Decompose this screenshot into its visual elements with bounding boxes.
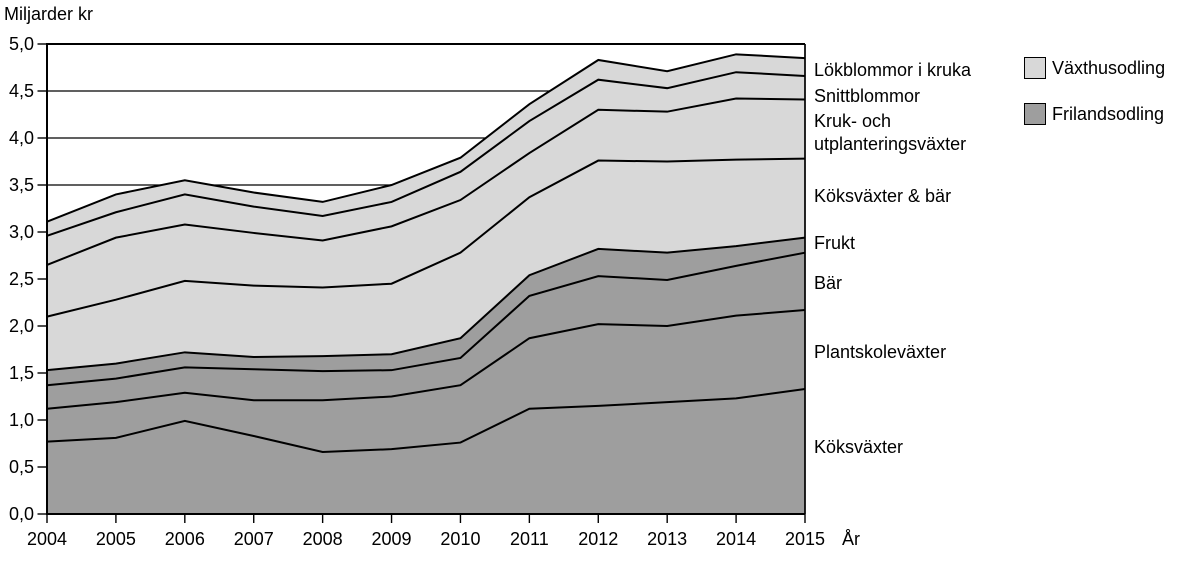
boundary-b-r [46, 251, 806, 387]
y-tick-label: 3,0 [8, 222, 34, 242]
legend-swatch-v-xthusodling [1024, 57, 1046, 79]
y-tick-label: 4,0 [8, 128, 34, 148]
band-label-l-kblommor-i-kruka: Lökblommor i kruka [814, 59, 971, 83]
boundary-frukt [46, 236, 806, 372]
band-label-line: Köksväxter & bär [814, 186, 952, 207]
boundary-kruk-och-utplanteringsv-xter [46, 97, 806, 266]
x-tick-label: 2007 [233, 529, 274, 549]
y-tick-label: 2,0 [8, 316, 34, 336]
x-tick-label: 2015 [784, 529, 826, 549]
band-label-line: Snittblommor [814, 86, 921, 107]
band-label-line: Lökblommor i kruka [814, 60, 972, 81]
x-tick-label: 2009 [371, 529, 412, 549]
x-tick-label: 2004 [26, 529, 68, 549]
band-label-line: Bär [814, 273, 843, 294]
band-label-line: Frukt [814, 233, 856, 254]
x-tick-label: 2008 [302, 529, 343, 549]
y-tick-label: 1,5 [8, 363, 34, 383]
x-tick-label: 2010 [440, 529, 481, 549]
y-tick-label: 0,0 [8, 504, 34, 524]
band-label-line: utplanteringsväxter [814, 134, 967, 154]
band-label-line: Köksväxter [814, 437, 904, 458]
area-kruk-och-utplanteringsv-xter [47, 98, 805, 317]
boundary-l-kblommor-i-kruka [46, 53, 806, 223]
y-tick-label: 4,5 [8, 81, 34, 101]
y-tick-label: 3,5 [8, 175, 34, 195]
legend-label-v-xthusodling: Växthusodling [1052, 58, 1166, 78]
x-tick-label: 2005 [95, 529, 136, 549]
x-axis-unit-label: År [842, 529, 860, 549]
band-label-kruk-och-utplanteringsv-xter: Kruk- och utplanteringsväxter [814, 110, 966, 157]
area-frukt [47, 237, 805, 386]
x-tick-label: 2014 [716, 529, 757, 549]
y-tick-label: 0,5 [8, 457, 34, 477]
area-plantskolev-xter [47, 310, 805, 452]
boundary-plantskolev-xter [46, 309, 806, 410]
band-label-k-ksv-xter-b-r: Köksväxter & bär [814, 185, 951, 209]
band-label-snittblommor: Snittblommor [814, 85, 920, 109]
band-label-frukt: Frukt [814, 232, 855, 256]
chart-title: Miljarder kr [4, 4, 94, 24]
band-label-k-ksv-xter: Köksväxter [814, 436, 903, 460]
area-snittblommor [47, 72, 805, 265]
x-tick-label: 2006 [164, 529, 205, 549]
x-tick-label: 2011 [510, 529, 549, 549]
boundary-k-ksv-xter [46, 387, 806, 453]
x-tick-label: 2013 [647, 529, 688, 549]
legend-swatch-frilandsodling [1024, 103, 1046, 125]
y-tick-label: 2,5 [8, 269, 34, 289]
area-k-ksv-xter [47, 388, 805, 514]
area-k-ksv-xter-b-r [47, 158, 805, 371]
y-tick-label: 5,0 [8, 34, 34, 54]
y-tick-label: 1,0 [8, 410, 34, 430]
band-label-b-r: Bär [814, 272, 842, 296]
band-label-plantskolev-xter: Plantskoleväxter [814, 341, 946, 365]
legend-label-frilandsodling: Frilandsodling [1052, 104, 1165, 124]
band-label-line: Kruk- och [814, 110, 892, 131]
boundary-k-ksv-xter-b-r [46, 157, 806, 318]
x-tick-label: 2012 [578, 529, 619, 549]
boundary-snittblommor [46, 71, 806, 237]
band-label-line: Plantskoleväxter [814, 342, 947, 363]
